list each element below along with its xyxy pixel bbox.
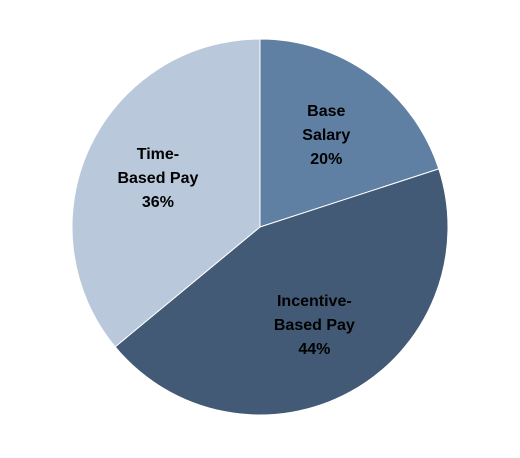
pie-slice (114, 168, 449, 416)
value-label: 44% (298, 340, 331, 358)
category-label: Incentive-Based Pay (273, 292, 355, 334)
value-label: 36% (141, 193, 174, 211)
slice-label: Base Salary 20% (295, 100, 357, 172)
slice-label: Incentive-Based Pay 44% (259, 290, 369, 362)
pie-slice (259, 38, 440, 228)
slice-label: Time-Based Pay 36% (113, 143, 203, 215)
category-label: Time-Based Pay (117, 145, 199, 187)
pie-slice (71, 38, 261, 348)
category-label: Base Salary (302, 102, 351, 144)
value-label: 20% (310, 150, 343, 168)
